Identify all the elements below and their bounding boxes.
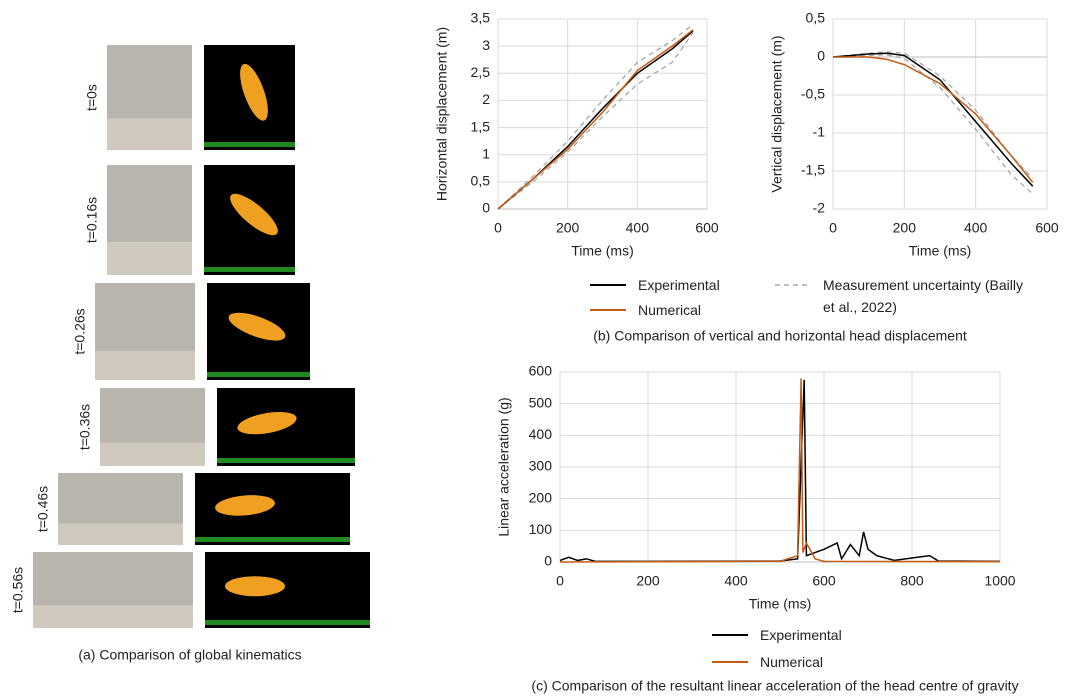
- legend-label: Experimental: [638, 277, 720, 293]
- x-axis-label: Time (ms): [909, 243, 971, 259]
- data-line: [559, 378, 1001, 563]
- legend-label: Numerical: [638, 302, 702, 318]
- caption-a: (a) Comparison of global kinematics: [78, 647, 301, 663]
- x-axis-label: Time (ms): [571, 243, 633, 259]
- photo-floor: [107, 118, 192, 150]
- y-tick-label: 300: [529, 458, 553, 474]
- data-line: [497, 29, 694, 210]
- legend-label: Numerical: [760, 654, 824, 670]
- simulation-ground: [207, 372, 310, 377]
- frame-time-label: t=0.46s: [35, 486, 51, 532]
- simulation-ground: [204, 142, 295, 147]
- x-tick-label: 200: [636, 573, 660, 589]
- photo-floor: [58, 523, 183, 545]
- x-tick-label: 600: [1035, 220, 1059, 236]
- y-tick-label: 600: [529, 363, 553, 379]
- y-tick-label: 200: [529, 489, 553, 505]
- y-tick-label: 1,5: [471, 118, 491, 134]
- y-tick-label: 3,5: [471, 10, 491, 26]
- data-line: [559, 379, 1001, 563]
- x-tick-label: 800: [900, 573, 924, 589]
- dummy-figure: [225, 576, 285, 597]
- y-tick-label: 2: [482, 91, 490, 107]
- x-tick-label: 0: [556, 573, 564, 589]
- y-tick-label: 3: [482, 37, 490, 53]
- y-tick-label: -0,5: [801, 86, 825, 102]
- dummy-figure: [215, 495, 275, 516]
- caption-c: (c) Comparison of the resultant linear a…: [531, 678, 1018, 694]
- x-tick-label: 400: [964, 220, 988, 236]
- caption-b: (b) Comparison of vertical and horizonta…: [593, 328, 967, 344]
- data-line: [832, 54, 1034, 195]
- x-tick-label: 600: [812, 573, 836, 589]
- x-tick-label: 600: [695, 220, 719, 236]
- data-line: [497, 32, 694, 210]
- y-tick-label: 1: [482, 145, 490, 161]
- y-tick-label: 400: [529, 426, 553, 442]
- data-line: [832, 52, 1034, 187]
- y-axis-label: Horizontal displacement (m): [434, 27, 450, 201]
- photo-floor: [107, 242, 192, 275]
- y-tick-label: 100: [529, 521, 553, 537]
- y-tick-label: -2: [813, 200, 826, 216]
- data-line: [833, 56, 1034, 183]
- y-tick-label: 2,5: [471, 64, 491, 80]
- photo-floor: [100, 442, 205, 466]
- simulation-ground: [204, 267, 295, 272]
- dummy-figure: [228, 312, 286, 341]
- x-axis-label: Time (ms): [749, 596, 811, 612]
- y-tick-label: 0: [482, 200, 490, 216]
- simulation-ground: [195, 537, 350, 542]
- simulation-ground: [217, 458, 355, 463]
- frame-time-label: t=0.56s: [10, 567, 26, 613]
- dummy-figure: [230, 193, 278, 236]
- x-tick-label: 0: [494, 220, 502, 236]
- legend-label: Experimental: [760, 627, 842, 643]
- x-tick-label: 200: [556, 220, 580, 236]
- frame-time-label: t=0.36s: [77, 404, 93, 450]
- y-tick-label: 0,5: [806, 10, 826, 26]
- legend-label: Measurement uncertainty (Bailly et al., …: [823, 277, 1023, 315]
- dummy-figure: [237, 411, 297, 435]
- y-tick-label: -1: [813, 124, 826, 140]
- x-tick-label: 400: [626, 220, 650, 236]
- y-tick-label: 500: [529, 394, 553, 410]
- y-axis-label: Linear acceleration (g): [496, 397, 512, 536]
- y-tick-label: 0,5: [471, 173, 491, 189]
- y-tick-label: 0: [544, 553, 552, 569]
- x-tick-label: 200: [893, 220, 917, 236]
- photo-floor: [95, 350, 195, 380]
- y-tick-label: -1,5: [801, 162, 825, 178]
- dummy-figure: [240, 63, 268, 121]
- frame-time-label: t=0.26s: [72, 308, 88, 354]
- x-tick-label: 400: [724, 573, 748, 589]
- photo-floor: [33, 605, 193, 628]
- data-line: [832, 51, 1034, 180]
- frame-time-label: t=0.16s: [84, 197, 100, 243]
- x-tick-label: 1000: [984, 573, 1015, 589]
- x-tick-label: 0: [829, 220, 837, 236]
- simulation-ground: [205, 620, 370, 625]
- y-tick-label: 0: [817, 48, 825, 64]
- frame-time-label: t=0s: [84, 84, 100, 111]
- y-axis-label: Vertical displacement (m): [769, 35, 785, 192]
- data-line: [497, 23, 694, 210]
